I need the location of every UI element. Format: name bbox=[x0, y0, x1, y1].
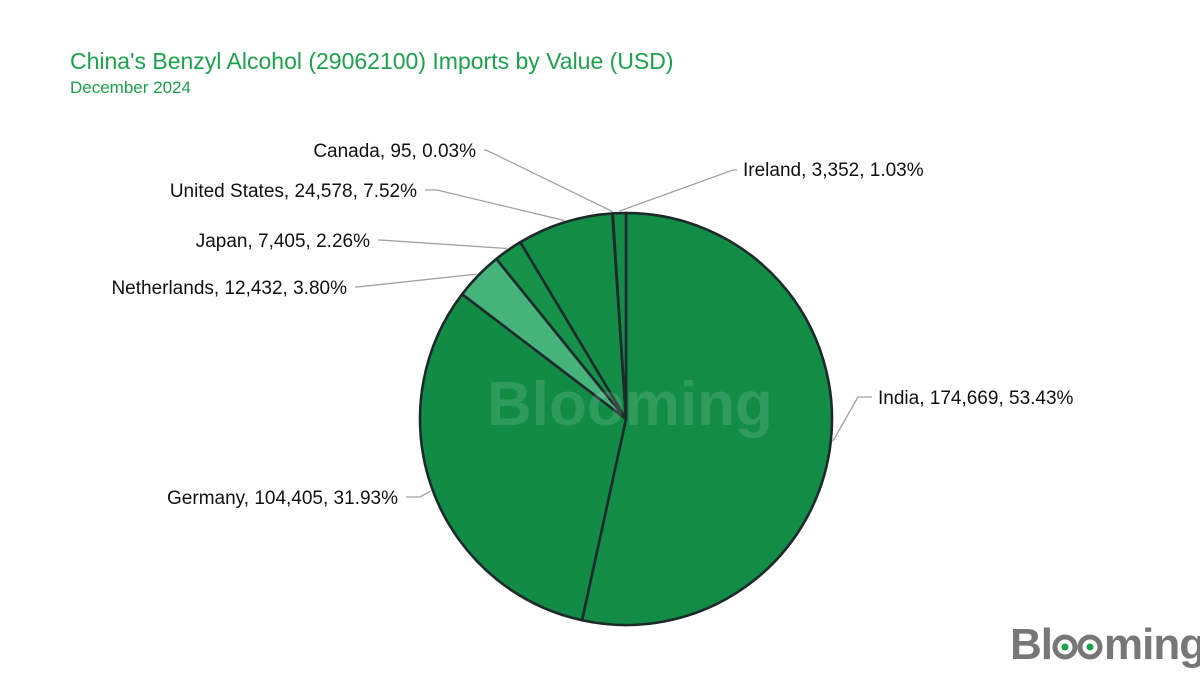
slice-label-canada: Canada, 95, 0.03% bbox=[313, 141, 476, 162]
slice-label-united-states: United States, 24,578, 7.52% bbox=[170, 181, 417, 202]
brand-logo-right: ming bbox=[1104, 620, 1200, 669]
brand-logo-left: Bl bbox=[1010, 620, 1053, 669]
leader-line-india bbox=[832, 396, 872, 442]
brand-logo: Bl ming bbox=[1010, 620, 1200, 670]
brand-logo-oo-icon bbox=[1052, 634, 1103, 660]
brand-logo-oo bbox=[1052, 620, 1104, 670]
chart-title: China's Benzyl Alcohol (29062100) Import… bbox=[70, 48, 674, 74]
pie-slice-germany bbox=[418, 292, 628, 622]
slice-label-netherlands: Netherlands, 12,432, 3.80% bbox=[111, 278, 347, 299]
chart-subtitle: December 2024 bbox=[70, 78, 191, 97]
leader-line-netherlands bbox=[355, 273, 477, 288]
leader-lines bbox=[355, 149, 872, 498]
slice-label-germany: Germany, 104,405, 31.93% bbox=[167, 488, 398, 509]
leader-line-germany bbox=[406, 490, 432, 498]
slice-label-ireland: Ireland, 3,352, 1.03% bbox=[743, 160, 924, 181]
leader-line-united-states bbox=[425, 189, 565, 222]
leader-line-canada bbox=[484, 149, 613, 213]
pie-slice-ireland bbox=[611, 211, 628, 421]
pie-slices bbox=[418, 211, 834, 627]
leader-line-japan bbox=[378, 239, 507, 250]
leader-line-ireland bbox=[619, 169, 737, 212]
slice-labels: India, 174,669, 53.43% Germany, 104,405, … bbox=[111, 141, 1073, 509]
slice-label-japan: Japan, 7,405, 2.26% bbox=[196, 231, 370, 252]
pie-watermark: Blooming bbox=[487, 370, 773, 439]
pie-slice-united-states bbox=[519, 212, 628, 421]
pie-slice-india bbox=[580, 211, 834, 627]
slice-label-india: India, 174,669, 53.43% bbox=[878, 388, 1074, 409]
